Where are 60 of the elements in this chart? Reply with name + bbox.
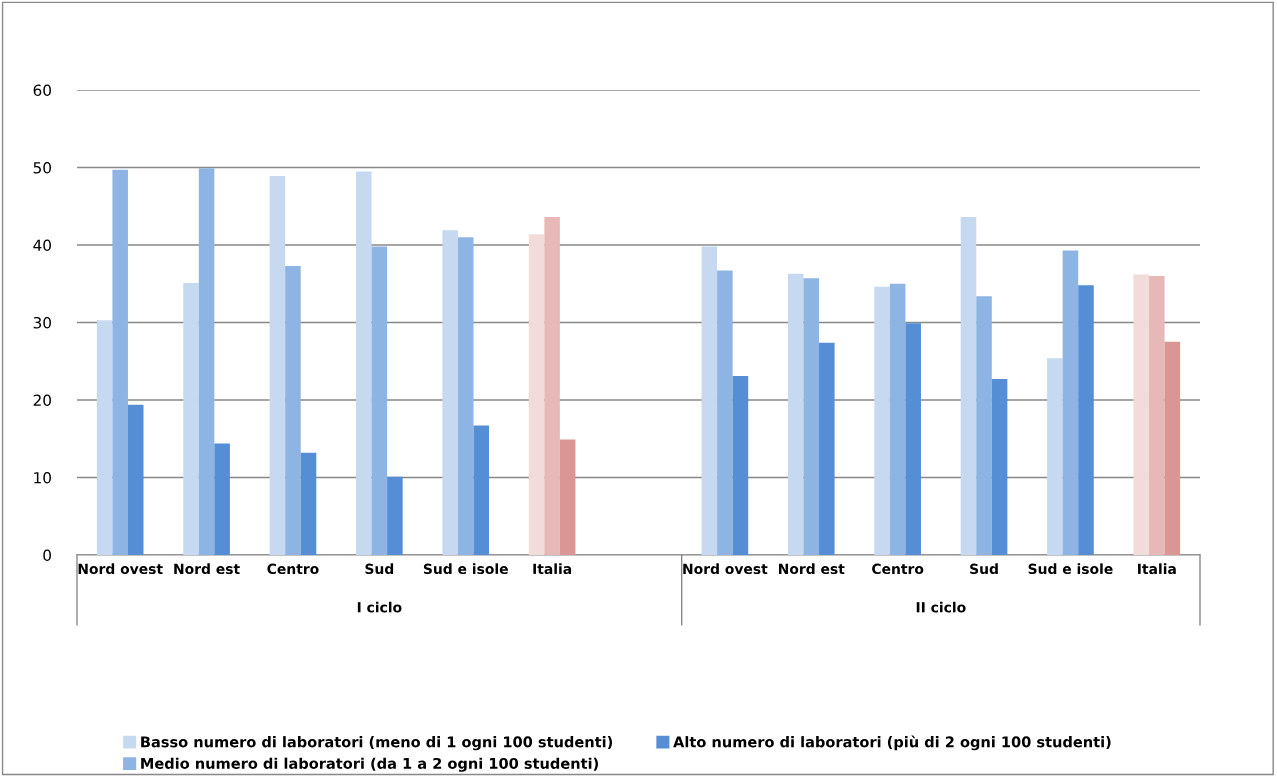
y-tick-label: 10 (34, 471, 51, 484)
x-tick-label: Sud (970, 563, 998, 575)
x-tick-label: Nord est (778, 563, 845, 575)
y-tick-label: 0 (43, 549, 51, 562)
bar (559, 439, 576, 555)
y-tick-label: 40 (33, 239, 51, 252)
bar (701, 246, 718, 555)
bar (976, 296, 992, 555)
bar (1164, 341, 1181, 555)
bar (960, 217, 977, 555)
x-tick-label: Nord ovest (78, 563, 163, 575)
legend-label: Alto numero di laboratori (più di 2 ogni 100 studenti) (673, 735, 1111, 751)
y-tick-label: 60 (33, 84, 51, 97)
bar (457, 237, 474, 555)
y-tick-label: 30 (33, 316, 51, 329)
bar (803, 278, 820, 555)
bar (1078, 285, 1094, 555)
x-tick-label: Nord est (174, 563, 240, 575)
y-tick-label: 20 (33, 394, 51, 407)
bar (442, 230, 458, 555)
bar (214, 443, 230, 555)
x-tick-label: Centro (872, 563, 924, 575)
bar (889, 283, 906, 555)
legend-label: Basso numero di laboratori (meno di 1 ogni 100 studenti) (141, 736, 613, 751)
bar (300, 452, 317, 555)
bar (198, 168, 215, 555)
x-tick-label: Sud (365, 563, 394, 575)
bar (991, 379, 1008, 555)
x-tick-label: Sud e isole (1028, 563, 1113, 575)
bar (528, 234, 545, 555)
bar (387, 476, 403, 555)
bar (819, 342, 835, 555)
bar (874, 286, 890, 555)
bar (183, 282, 199, 555)
bar (787, 273, 804, 555)
bar (732, 375, 749, 555)
bar (269, 176, 286, 555)
bar (1047, 358, 1063, 555)
text: II ciclo (916, 601, 966, 613)
text: I ciclo (357, 601, 402, 613)
bar (905, 323, 921, 555)
bar (371, 246, 388, 555)
bar (473, 425, 490, 555)
legend-label: Medio numero di laboratori (da 1 a 2 ogni 100 studenti) (141, 757, 598, 772)
bar (285, 265, 301, 555)
bar (127, 404, 144, 555)
bar (1149, 276, 1165, 555)
bar (717, 270, 733, 555)
x-tick-label: Centro (267, 563, 319, 575)
x-tick-label: Sud e isole (423, 563, 508, 575)
bar (1062, 250, 1079, 555)
bar (544, 217, 560, 555)
bar (112, 169, 128, 555)
x-tick-label: Italia (533, 563, 572, 575)
bar (356, 171, 372, 555)
bar (1133, 274, 1150, 555)
x-tick-label: Italia (1138, 563, 1176, 575)
x-tick-label: Nord ovest (683, 563, 768, 575)
y-tick-label: 50 (33, 161, 51, 174)
bar (96, 320, 113, 555)
